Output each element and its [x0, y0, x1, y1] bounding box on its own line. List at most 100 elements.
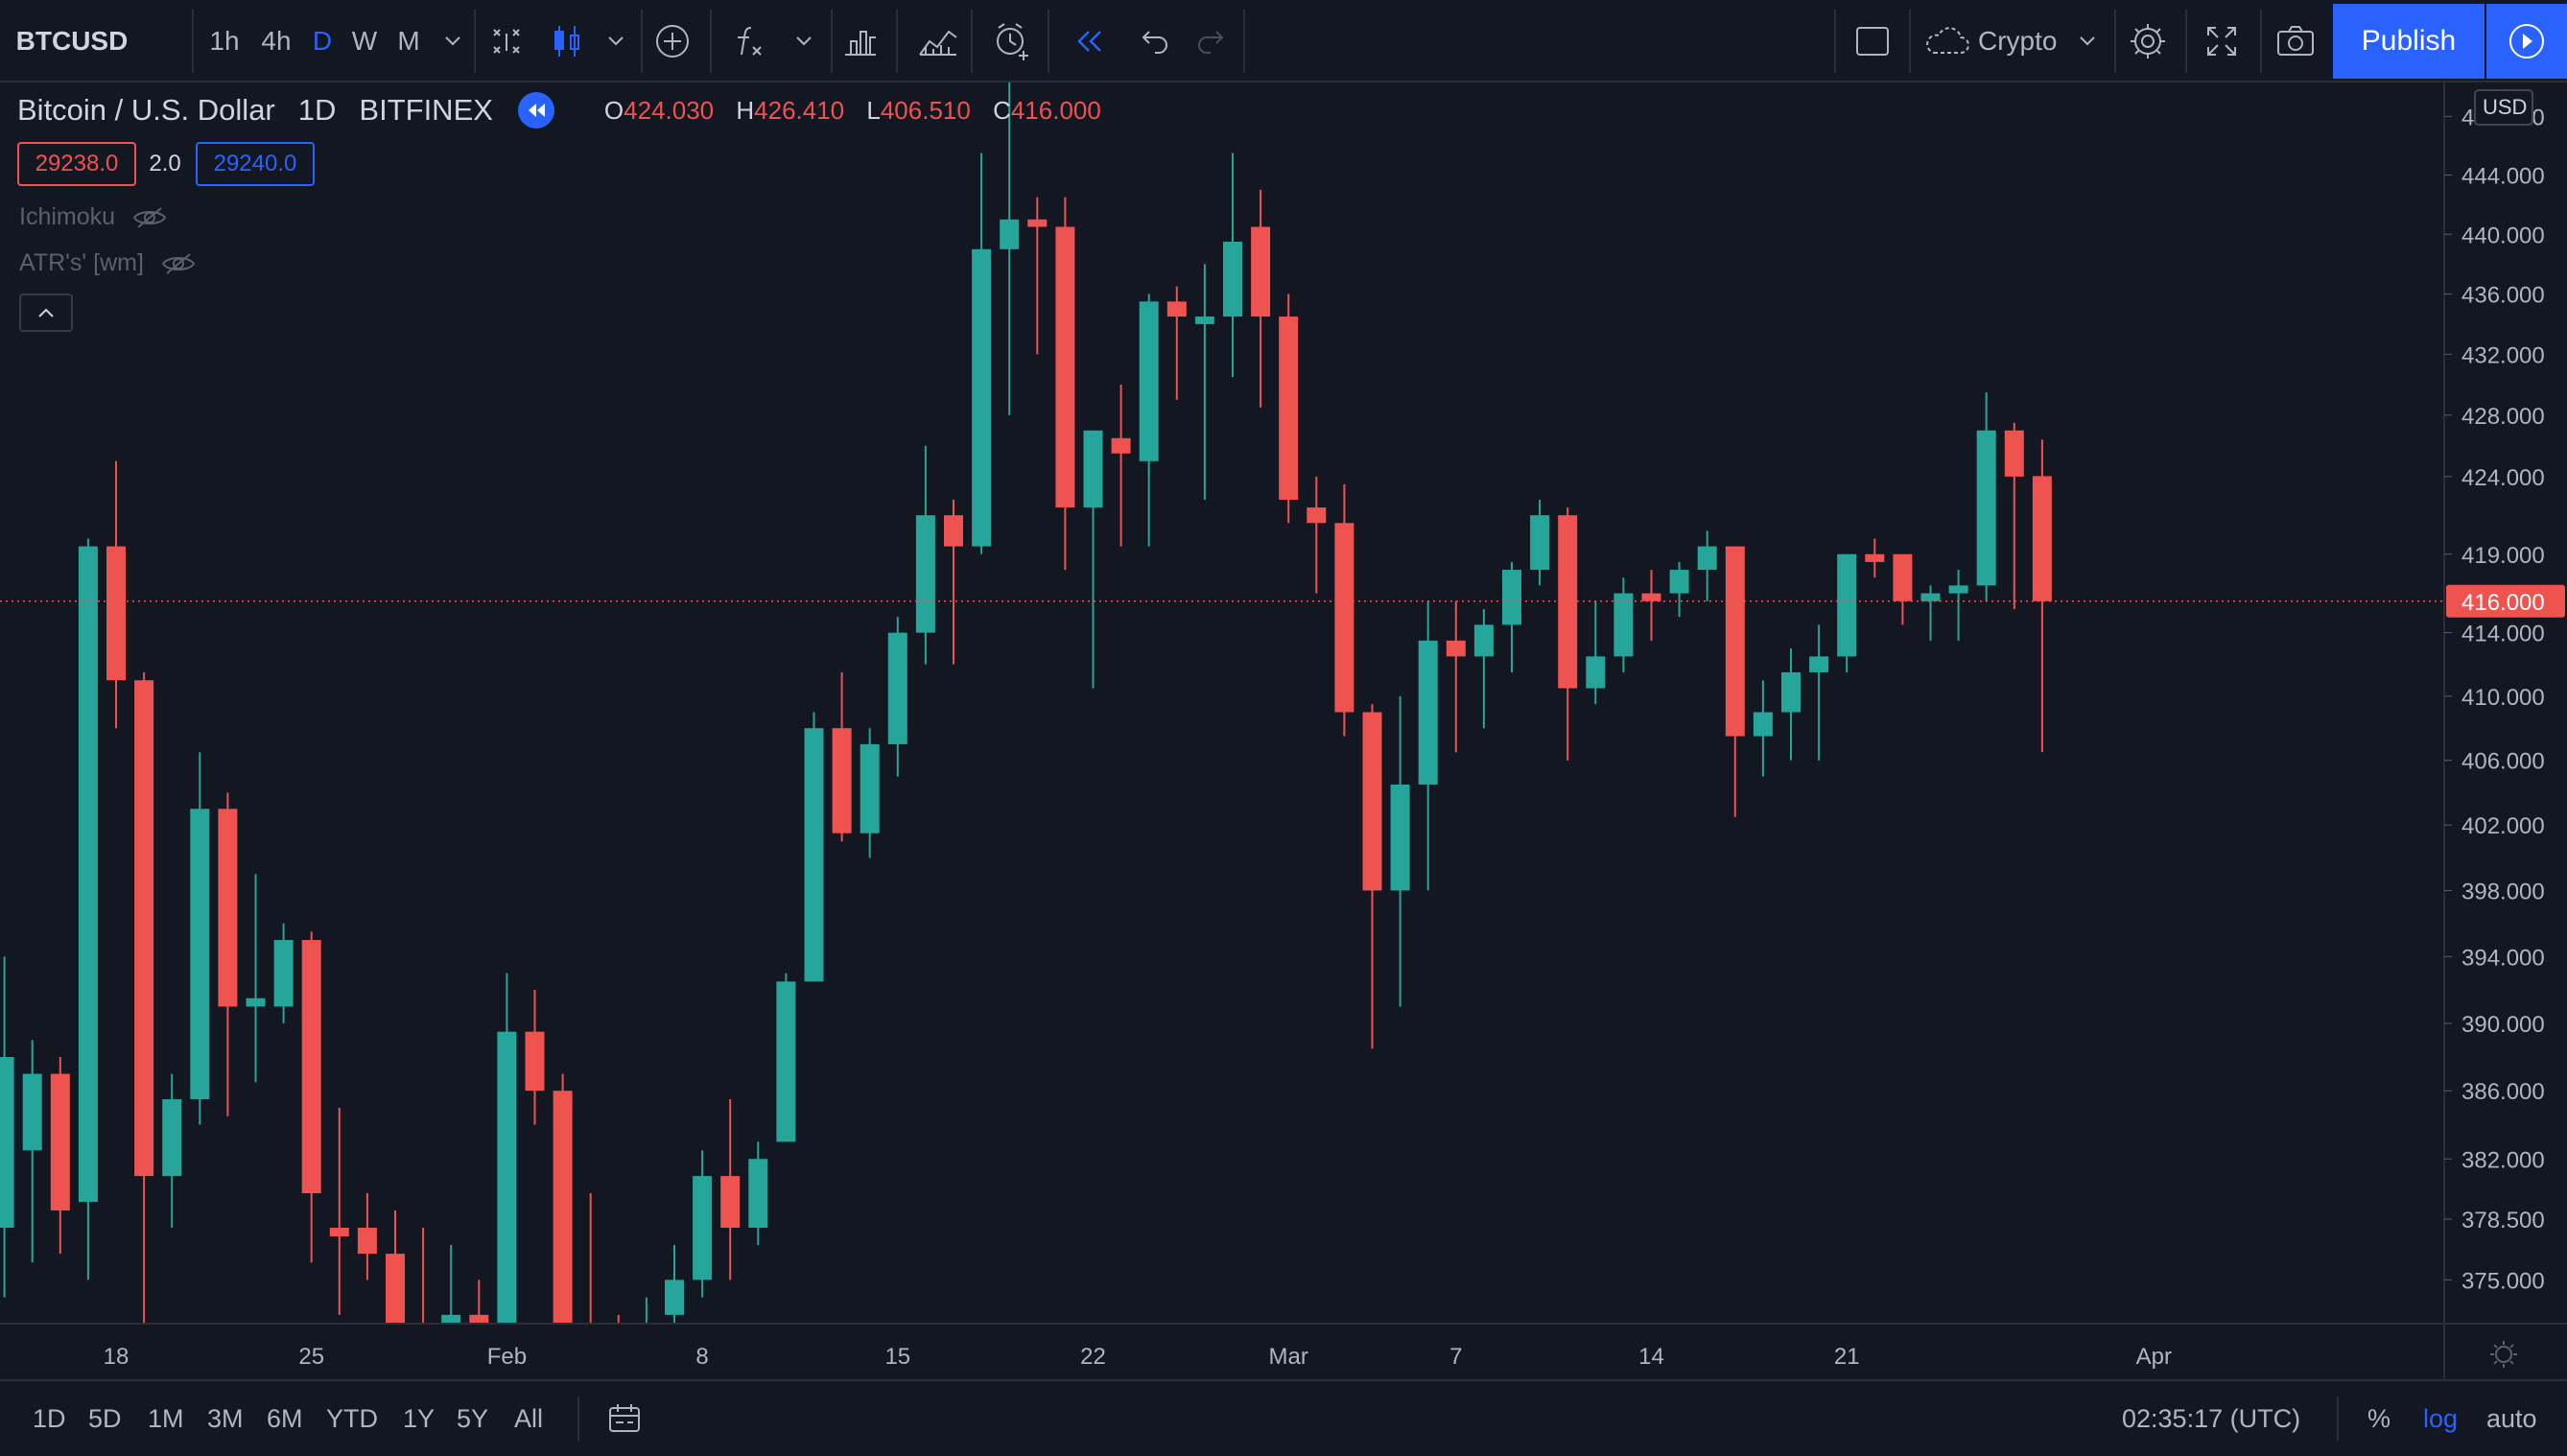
- chart-legend: Bitcoin / U.S. Dollar 1D BITFINEX O424.0…: [17, 92, 1117, 129]
- y-tick-label: 398.000: [2461, 879, 2545, 904]
- range-6m[interactable]: 6M: [267, 1403, 303, 1433]
- interval-d[interactable]: D: [312, 26, 333, 56]
- range-5y[interactable]: 5Y: [457, 1403, 489, 1433]
- chevron-down-icon[interactable]: [597, 0, 635, 82]
- add-indicator-icon[interactable]: [648, 0, 696, 82]
- interval-1h[interactable]: 1h: [209, 26, 240, 56]
- indicator-atr[interactable]: ATR's' [wm]: [19, 249, 196, 277]
- candle-body: [2004, 430, 2024, 477]
- divider: [1834, 10, 1836, 73]
- ohlc-high-label: H: [736, 95, 755, 125]
- range-ytd[interactable]: YTD: [326, 1403, 378, 1433]
- fullscreen-icon[interactable]: [2197, 0, 2247, 82]
- replay-icon[interactable]: [1065, 0, 1113, 82]
- candle-body: [2032, 476, 2052, 601]
- symbol-search[interactable]: BTCUSD: [15, 26, 129, 56]
- cloud-icon[interactable]: [1920, 0, 1972, 82]
- chevron-down-icon[interactable]: [434, 0, 472, 82]
- interval-4h[interactable]: 4h: [261, 26, 292, 56]
- y-tick-label: 378.500: [2461, 1208, 2545, 1233]
- ohlc-low-value: 406.510: [880, 95, 971, 125]
- go-to-date-icon[interactable]: [606, 1381, 645, 1456]
- collapse-legend-button[interactable]: [19, 294, 73, 332]
- candle-body: [1976, 430, 1996, 586]
- interval-m[interactable]: M: [397, 26, 420, 56]
- legend-interval: 1D: [297, 93, 337, 127]
- candle-body: [357, 1228, 377, 1255]
- layout-icon[interactable]: [1849, 0, 1896, 82]
- divider: [1048, 10, 1049, 73]
- candle-body: [1223, 242, 1242, 317]
- clock-time[interactable]: 02:35:17 (UTC): [2122, 1403, 2301, 1433]
- candle-body: [915, 515, 935, 633]
- candle-body: [1334, 523, 1354, 713]
- legend-exchange: BITFINEX: [359, 93, 493, 127]
- y-tick-label: 424.000: [2461, 465, 2545, 491]
- compare-symbols-icon[interactable]: [483, 0, 531, 82]
- range-1d[interactable]: 1D: [33, 1403, 66, 1433]
- y-tick-label: 432.000: [2461, 342, 2545, 368]
- gear-tooth: [2509, 1344, 2514, 1349]
- divider: [1243, 10, 1245, 73]
- eye-hidden-icon[interactable]: [132, 204, 167, 231]
- candle-body: [1027, 219, 1048, 227]
- interval-w[interactable]: W: [351, 26, 378, 56]
- camera-icon[interactable]: [2270, 0, 2321, 82]
- indicator-ichimoku[interactable]: Ichimoku: [19, 203, 167, 231]
- chart-background: [0, 82, 2567, 1379]
- rewind-icon[interactable]: [517, 92, 554, 129]
- candle-body: [1530, 515, 1550, 571]
- last-price-badge: [2446, 584, 2565, 618]
- chevron-down-icon[interactable]: [785, 0, 823, 82]
- range-1y[interactable]: 1Y: [403, 1403, 436, 1433]
- publish-button[interactable]: Publish: [2333, 4, 2485, 79]
- candle-body: [1251, 226, 1271, 317]
- range-5d[interactable]: 5D: [88, 1403, 122, 1433]
- gear-icon[interactable]: [2124, 0, 2172, 82]
- candle-body: [720, 1176, 741, 1229]
- candles-icon[interactable]: [543, 0, 591, 82]
- top-toolbar: BTCUSD 1h 4h D W M: [0, 0, 2567, 82]
- chevron-down-icon[interactable]: [2070, 0, 2105, 82]
- divider: [577, 1397, 579, 1441]
- indicator-label: Ichimoku: [19, 203, 116, 230]
- y-tick-label: 436.000: [2461, 283, 2545, 309]
- candle-body: [1390, 784, 1410, 891]
- function-icon[interactable]: [725, 0, 773, 82]
- x-tick-label: 25: [298, 1344, 324, 1370]
- percent-scale-toggle[interactable]: %: [2367, 1403, 2391, 1433]
- auto-scale-toggle[interactable]: auto: [2486, 1403, 2537, 1433]
- compare-chart-icon[interactable]: [911, 0, 963, 82]
- play-icon[interactable]: [2486, 4, 2567, 79]
- undo-icon[interactable]: [1132, 0, 1178, 82]
- buy-price-button[interactable]: 29240.0: [196, 142, 315, 186]
- sell-price-button[interactable]: 29238.0: [17, 142, 136, 186]
- divider: [2337, 1397, 2339, 1441]
- candle-body: [1166, 301, 1187, 317]
- candle-body: [525, 1031, 545, 1092]
- range-3m[interactable]: 3M: [207, 1403, 244, 1433]
- financials-icon[interactable]: [836, 0, 884, 82]
- x-tick-label: 22: [1080, 1344, 1106, 1370]
- candle-body: [1139, 301, 1159, 461]
- candle-body: [1418, 640, 1438, 785]
- candle-body: [1279, 317, 1299, 501]
- eye-hidden-icon[interactable]: [161, 250, 196, 277]
- y-tick-label: 402.000: [2461, 813, 2545, 839]
- price-chart[interactable]: 448.000444.000440.000436.000432.000428.0…: [0, 82, 2567, 1379]
- x-tick-label: Apr: [2136, 1344, 2172, 1370]
- log-scale-toggle[interactable]: log: [2423, 1403, 2459, 1433]
- range-1m[interactable]: 1M: [148, 1403, 184, 1433]
- x-tick-label: 15: [884, 1344, 910, 1370]
- range-all[interactable]: All: [514, 1403, 544, 1433]
- alert-clock-icon[interactable]: [986, 0, 1038, 82]
- candle-body: [162, 1099, 182, 1177]
- candle-body: [944, 515, 963, 547]
- candle-body: [1948, 585, 1968, 594]
- candle-body: [553, 1091, 573, 1324]
- candle-body: [50, 1073, 70, 1211]
- y-tick-label: 394.000: [2461, 945, 2545, 971]
- redo-icon[interactable]: [1188, 0, 1234, 82]
- layout-name[interactable]: Crypto: [1978, 26, 2058, 56]
- gear-ring: [2495, 1346, 2512, 1363]
